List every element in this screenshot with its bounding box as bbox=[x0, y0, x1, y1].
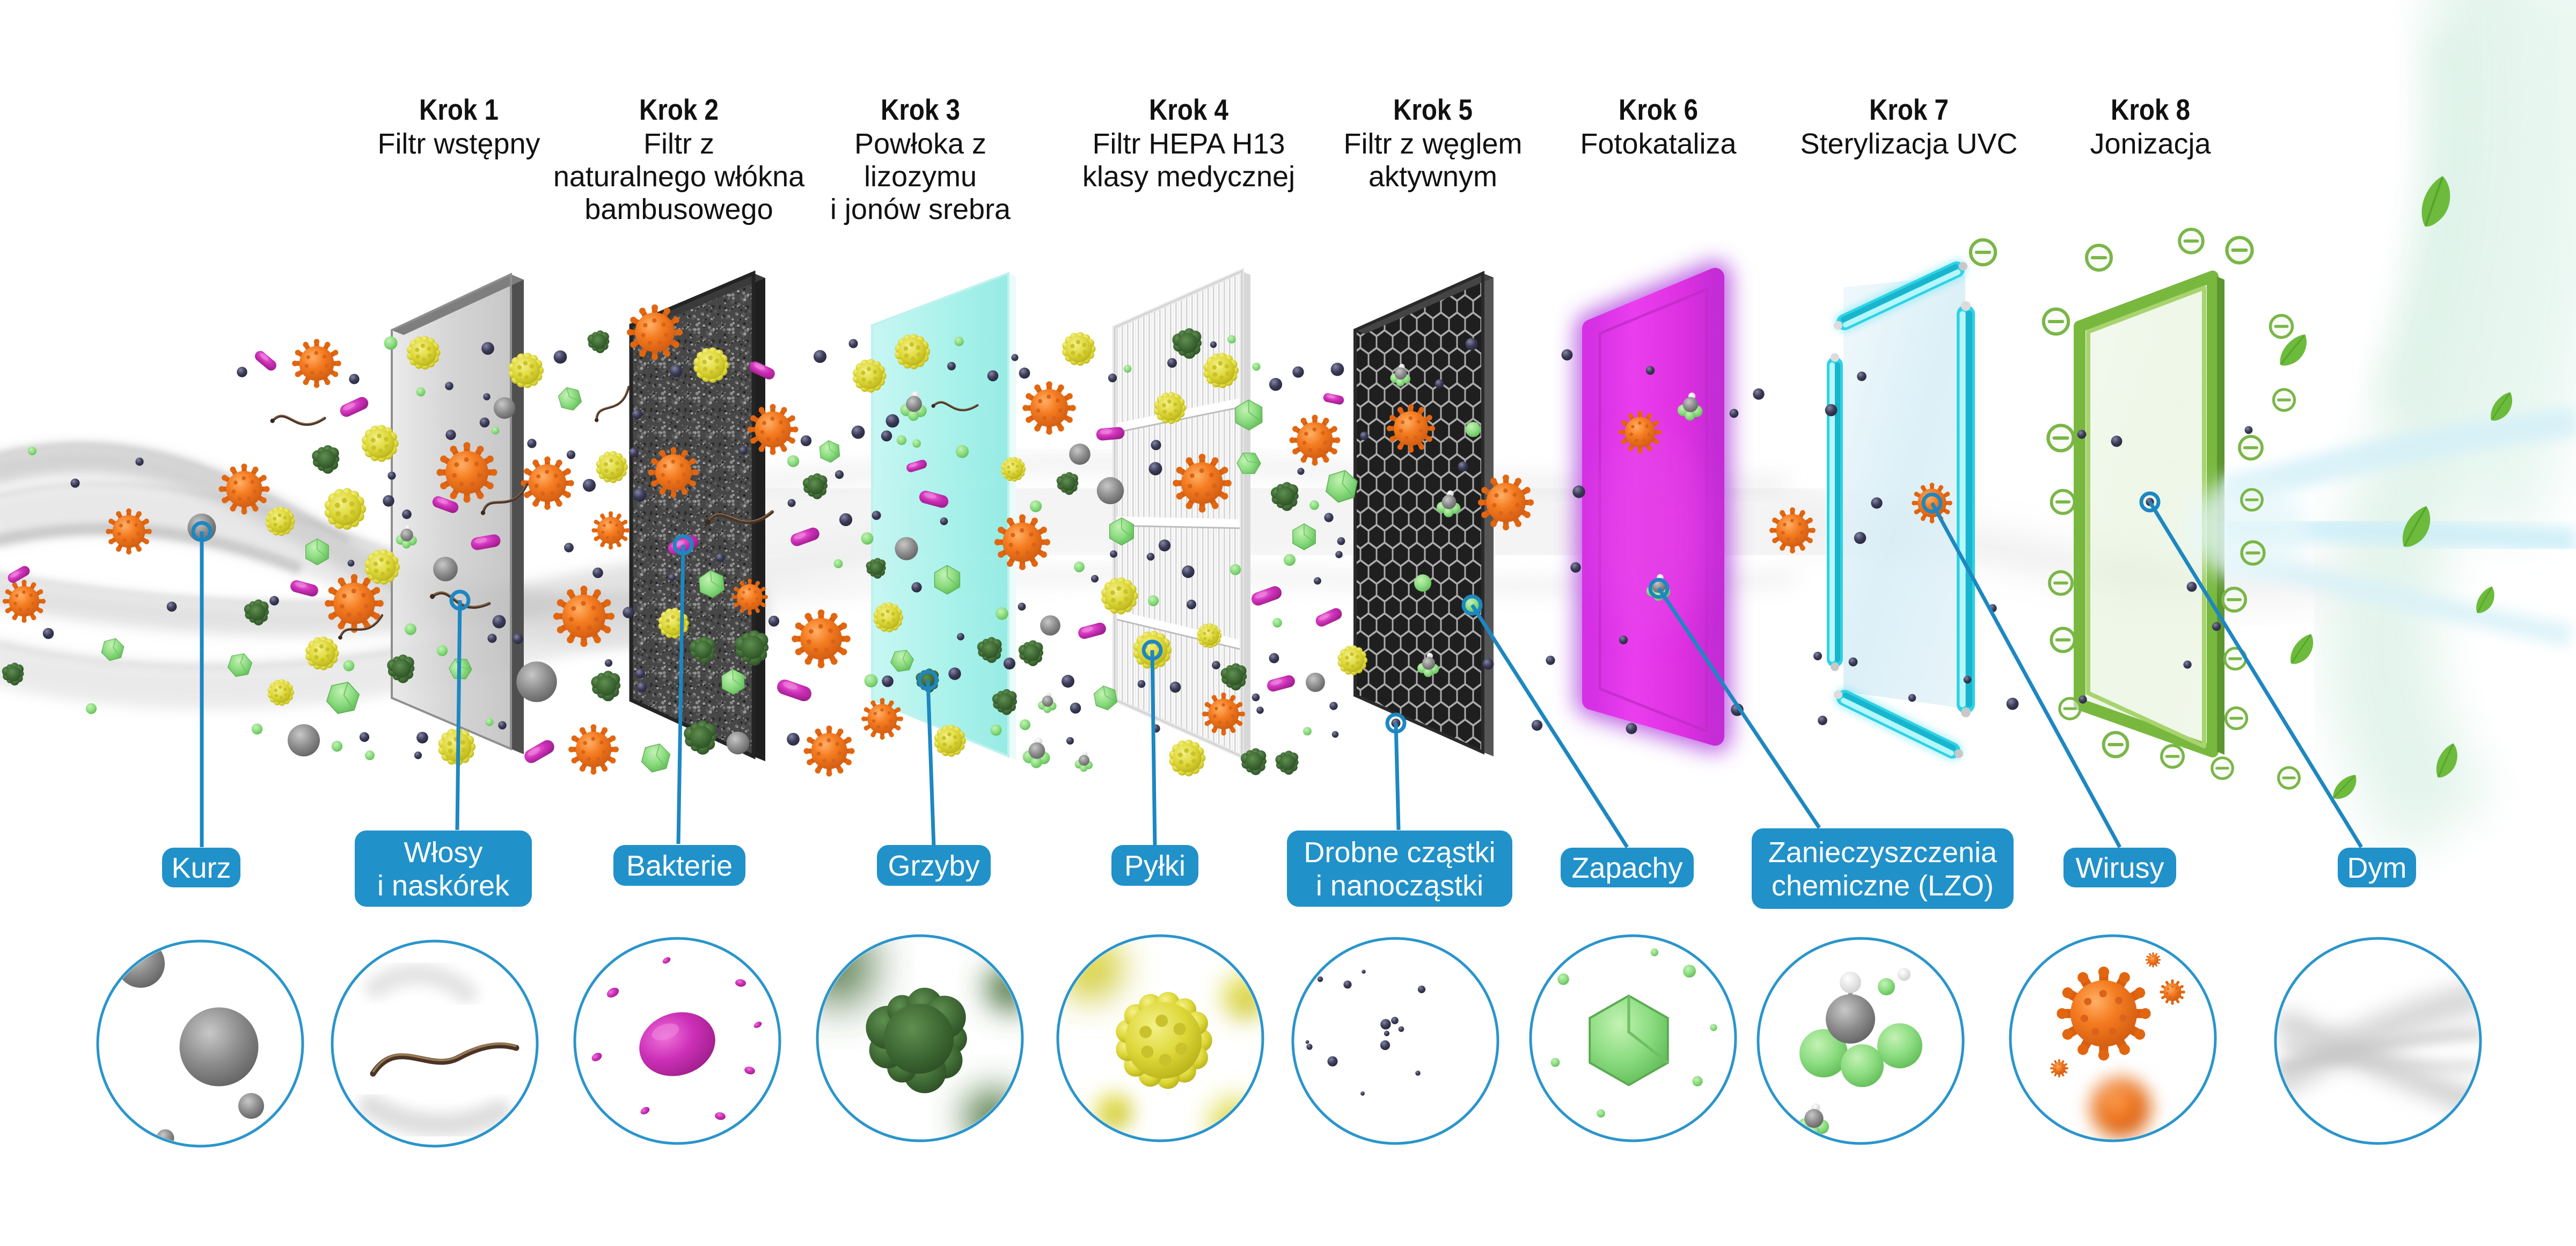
svg-text:Filtr z węglem: Filtr z węglem bbox=[1343, 128, 1522, 160]
svg-text:Filtr wstępny: Filtr wstępny bbox=[377, 128, 540, 160]
svg-text:Krok 4: Krok 4 bbox=[1149, 93, 1228, 126]
svg-text:Zanieczyszczenia: Zanieczyszczenia bbox=[1768, 836, 1997, 869]
svg-text:Dym: Dym bbox=[2347, 852, 2407, 884]
svg-text:Filtr z: Filtr z bbox=[643, 128, 714, 160]
svg-text:Drobne cząstki: Drobne cząstki bbox=[1304, 836, 1495, 869]
svg-text:Bakterie: Bakterie bbox=[626, 850, 733, 882]
svg-text:Krok 6: Krok 6 bbox=[1619, 93, 1698, 126]
svg-text:Fotokataliza: Fotokataliza bbox=[1580, 128, 1737, 160]
svg-text:Włosy: Włosy bbox=[404, 836, 483, 869]
svg-text:i nanocząstki: i nanocząstki bbox=[1316, 870, 1483, 902]
svg-text:Krok 1: Krok 1 bbox=[419, 93, 499, 126]
svg-text:Kurz: Kurz bbox=[171, 852, 231, 884]
svg-text:i jonów srebra: i jonów srebra bbox=[830, 193, 1011, 225]
svg-text:Sterylizacja UVC: Sterylizacja UVC bbox=[1800, 128, 2017, 160]
svg-text:Zapachy: Zapachy bbox=[1571, 852, 1682, 884]
svg-text:naturalnego włókna: naturalnego włókna bbox=[553, 161, 805, 193]
svg-text:Wirusy: Wirusy bbox=[2076, 852, 2164, 884]
svg-text:Filtr HEPA H13: Filtr HEPA H13 bbox=[1092, 128, 1285, 160]
svg-text:Krok 8: Krok 8 bbox=[2111, 93, 2190, 126]
svg-text:Krok 5: Krok 5 bbox=[1393, 93, 1473, 126]
svg-text:klasy medycznej: klasy medycznej bbox=[1082, 161, 1295, 193]
svg-text:aktywnym: aktywnym bbox=[1368, 161, 1497, 193]
svg-text:Pyłki: Pyłki bbox=[1124, 850, 1185, 882]
svg-text:Krok 2: Krok 2 bbox=[639, 93, 719, 126]
svg-text:Powłoka z: Powłoka z bbox=[854, 128, 986, 160]
svg-text:bambusowego: bambusowego bbox=[584, 193, 773, 225]
svg-text:Krok 3: Krok 3 bbox=[881, 93, 960, 126]
svg-text:i naskórek: i naskórek bbox=[377, 870, 510, 902]
svg-text:lizozymu: lizozymu bbox=[864, 161, 977, 193]
svg-text:chemiczne (LZO): chemiczne (LZO) bbox=[1772, 870, 1994, 902]
svg-text:Jonizacja: Jonizacja bbox=[2090, 128, 2211, 160]
svg-text:Krok 7: Krok 7 bbox=[1869, 93, 1949, 126]
svg-text:Grzyby: Grzyby bbox=[888, 850, 979, 882]
